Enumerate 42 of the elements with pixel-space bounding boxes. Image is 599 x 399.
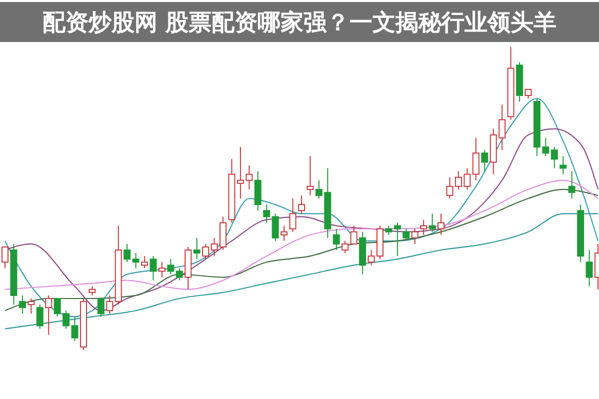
candlestick <box>350 225 358 244</box>
candlestick <box>2 246 8 269</box>
candlestick <box>481 150 488 172</box>
candlestick <box>420 219 428 236</box>
chart-title: 配资炒股网 股票配资哪家强？一文揭秘行业领头羊 <box>42 9 557 36</box>
candlestick <box>18 294 26 314</box>
candlestick <box>28 298 35 314</box>
candlestick <box>298 194 305 214</box>
candlestick <box>263 204 270 224</box>
candlestick <box>202 243 210 260</box>
candlestick <box>560 156 567 175</box>
candlestick <box>176 268 183 281</box>
candlestick <box>428 213 436 232</box>
candlestick <box>524 88 532 100</box>
candlestick <box>36 304 44 330</box>
candlestick <box>332 228 340 251</box>
candlestick <box>550 146 558 169</box>
candlestick <box>411 228 418 244</box>
candlestick <box>106 294 114 314</box>
candlestick <box>167 258 174 275</box>
candlestick <box>472 137 480 181</box>
candlestick <box>306 156 314 196</box>
candlestick <box>158 262 166 278</box>
candlestick <box>586 250 593 287</box>
candlestick <box>97 298 104 318</box>
candlestick <box>141 256 148 269</box>
candlestick <box>438 213 445 236</box>
candlestick <box>402 228 410 242</box>
candlestick <box>132 252 140 269</box>
candlestick <box>150 256 157 281</box>
candlestick <box>272 213 279 242</box>
candlestick <box>568 170 576 199</box>
candlestick <box>394 222 401 257</box>
candlestick <box>124 243 131 263</box>
candlestick <box>289 198 296 232</box>
candlestick <box>45 294 52 336</box>
candlestick <box>280 225 288 242</box>
candlestick <box>193 237 200 260</box>
candlestick <box>88 286 96 296</box>
candlestick <box>385 225 392 236</box>
candlestick <box>71 316 78 342</box>
candlestick <box>342 240 349 254</box>
